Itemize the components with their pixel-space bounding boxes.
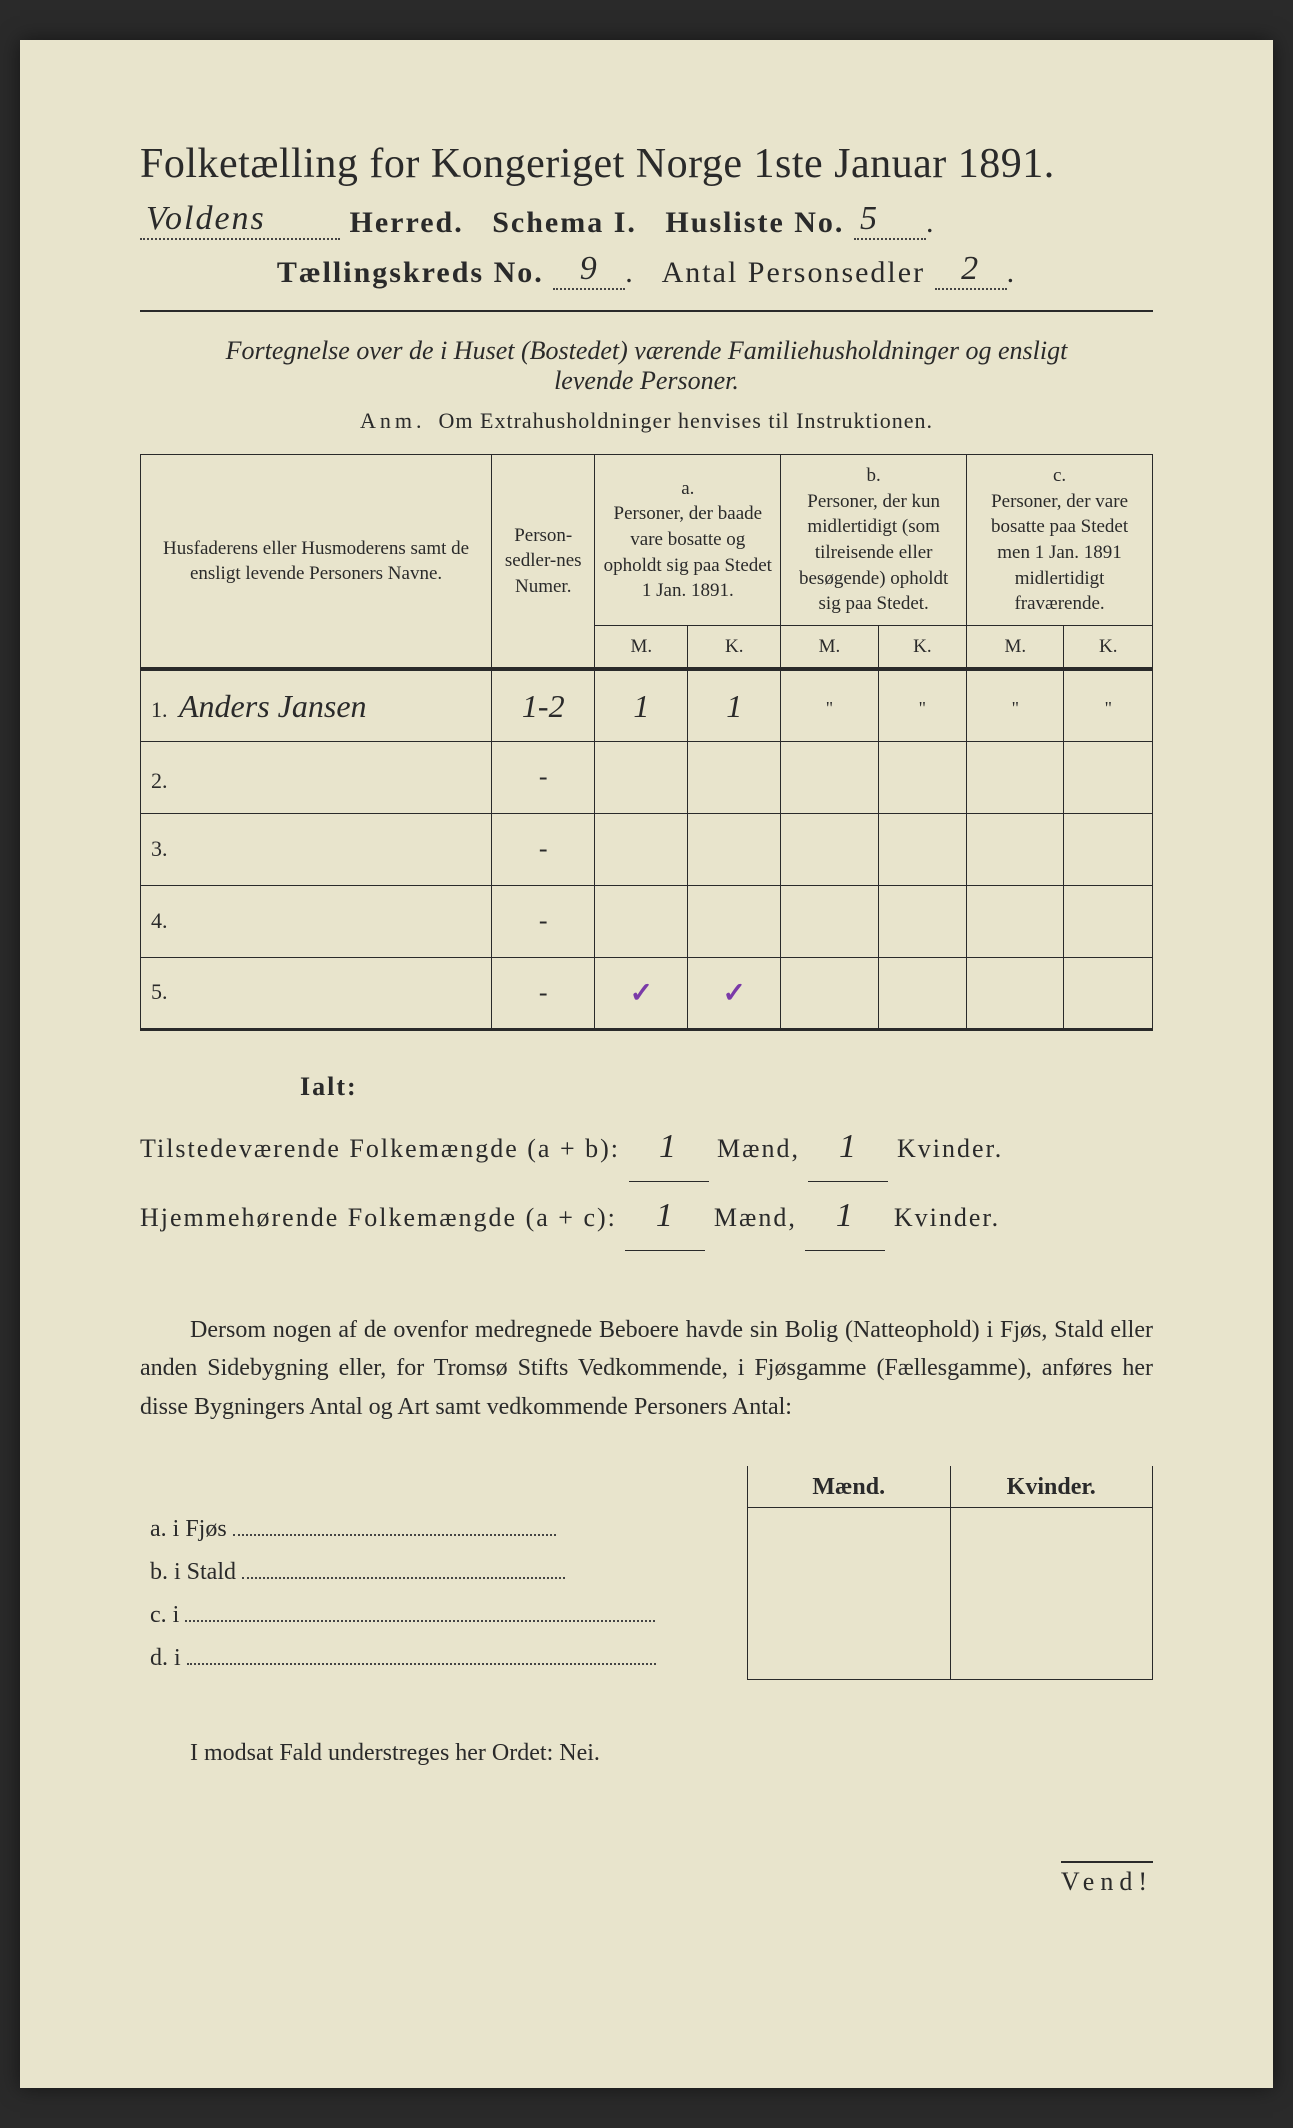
ialt-label: Ialt: — [300, 1061, 1153, 1113]
col-c: c. Personer, der vare bosatte paa Stedet… — [967, 455, 1153, 626]
col-b-m: M. — [781, 625, 878, 669]
herred-line: Voldens Herred. Schema I. Husliste No. 5… — [140, 200, 1153, 240]
main-title: Folketælling for Kongeriget Norge 1ste J… — [140, 140, 1153, 188]
table-row: 4. - — [141, 885, 1153, 957]
husliste-label: Husliste No. — [665, 206, 844, 239]
building-table: Mænd. Kvinder. a. i Fjøs b. i Stald c. i… — [140, 1466, 1153, 1680]
anm-text: Om Extrahusholdninger henvises til Instr… — [439, 408, 933, 433]
table-row: 2. - — [141, 741, 1153, 813]
table-body: 1.Anders Jansen 1-2 1 1 " " " " 2. - 3 — [141, 669, 1153, 1029]
herred-value: Voldens — [146, 200, 266, 238]
col-b: b. Personer, der kun midlertidigt (som t… — [781, 455, 967, 626]
col-c-k: K. — [1064, 625, 1153, 669]
vend-label: Vend! — [140, 1867, 1153, 1897]
col-kvinder: Kvinder. — [950, 1466, 1153, 1508]
building-row: d. i — [140, 1637, 1153, 1680]
hjemme-label: Hjemmehørende Folkemængde (a + c): — [140, 1192, 617, 1244]
census-form-page: Folketælling for Kongeriget Norge 1ste J… — [20, 40, 1273, 2088]
building-paragraph: Dersom nogen af de ovenfor medregnede Be… — [140, 1311, 1153, 1426]
building-row: b. i Stald — [140, 1551, 1153, 1594]
table-row: 3. - — [141, 813, 1153, 885]
herred-label: Herred. — [350, 206, 464, 239]
col-b-k: K. — [878, 625, 966, 669]
kreds-line: Tællingskreds No. 9. Antal Personsedler … — [140, 250, 1153, 290]
col-nummer: Person-sedler-nes Numer. — [492, 455, 595, 670]
col-c-m: M. — [967, 625, 1064, 669]
col-a-k: K. — [688, 625, 781, 669]
col-a: a. Personer, der baade vare bosatte og o… — [595, 455, 781, 626]
taellingskreds-value: 9 — [559, 250, 619, 288]
col-a-m: M. — [595, 625, 688, 669]
anm-line: Anm. Om Extrahusholdninger henvises til … — [140, 408, 1153, 434]
building-row: a. i Fjøs — [140, 1508, 1153, 1551]
col-name: Husfaderens eller Husmoderens samt de en… — [141, 455, 492, 670]
husliste-value: 5 — [860, 200, 920, 238]
antal-value: 2 — [941, 250, 1001, 288]
building-row: c. i — [140, 1594, 1153, 1637]
table-row: 1.Anders Jansen 1-2 1 1 " " " " — [141, 669, 1153, 741]
form-subtitle: Fortegnelse over de i Huset (Bostedet) v… — [197, 336, 1097, 396]
schema-label: Schema I. — [492, 206, 637, 239]
taellingskreds-label: Tællingskreds No. — [277, 256, 544, 289]
bottom-instruction: I modsat Fald understreges her Ordet: Ne… — [140, 1740, 1153, 1767]
anm-label: Anm. — [360, 408, 426, 433]
tilstede-label: Tilstedeværende Folkemængde (a + b): — [140, 1123, 620, 1175]
col-maend: Mænd. — [748, 1466, 951, 1508]
totals-block: Ialt: Tilstedeværende Folkemængde (a + b… — [140, 1061, 1153, 1251]
antal-label: Antal Personsedler — [662, 256, 925, 289]
table-row: 5. - ✓ ✓ — [141, 957, 1153, 1029]
census-table: Husfaderens eller Husmoderens samt de en… — [140, 454, 1153, 1031]
